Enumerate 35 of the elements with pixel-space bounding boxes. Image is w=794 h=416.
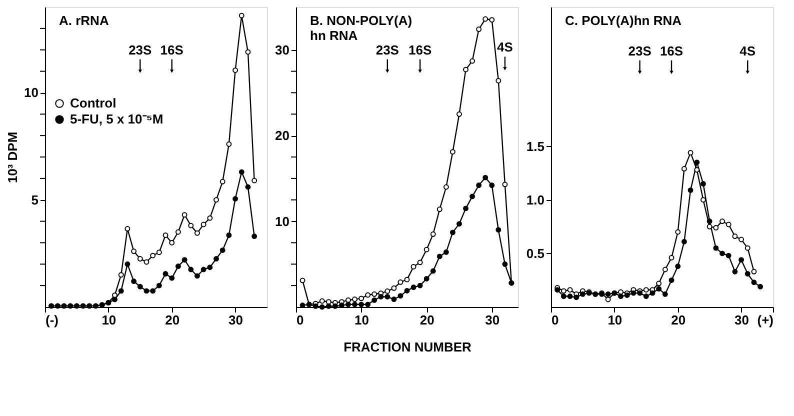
y-axis-title: 10³ DPM — [5, 132, 20, 184]
annotation: 16S — [660, 43, 684, 58]
y-tick-label: 1.5 — [526, 138, 544, 154]
x-tick-label: 0 — [296, 312, 304, 328]
chart-title: C. POLY(A)hn RNA — [565, 13, 682, 28]
x-tick-label: 30 — [228, 312, 244, 328]
x-tick-label: 10 — [354, 312, 370, 328]
x-tick-label: 20 — [165, 312, 180, 328]
annotation: 16S — [160, 42, 184, 58]
chart-title: A. rRNA — [59, 13, 110, 28]
x-tick-label: 30 — [485, 312, 500, 328]
text: B. NON-POLY(A) hn RNA — [310, 13, 412, 43]
y-tick-label: 1.0 — [526, 192, 544, 208]
x-axis-title: FRACTION NUMBER — [344, 340, 472, 354]
annotation: 4S — [496, 40, 514, 55]
x-tick-label: 30 — [734, 312, 750, 328]
y-tick-label: 20 — [275, 128, 290, 144]
legend-label: Control — [70, 96, 116, 110]
annotation: 16S — [408, 42, 432, 58]
y-tick-label: 5 — [31, 192, 38, 208]
y-tick-label: 10 — [275, 214, 290, 229]
legend-label: 5-FU, 5 x 10⁻⁵M — [70, 112, 164, 126]
x-tick-label: 10 — [608, 312, 622, 328]
annotation: 4S — [740, 43, 756, 58]
annotation: 23S — [376, 42, 400, 58]
x-tick-label: (-) — [46, 312, 58, 328]
x-tick-label: 0 — [552, 312, 559, 328]
x-tick-label: 10 — [102, 312, 116, 328]
y-tick-label: 0.5 — [526, 246, 544, 261]
x-tick-label: 20 — [420, 312, 434, 328]
x-tick-label: (+) — [757, 312, 774, 328]
x-tick-label: 20 — [671, 312, 686, 328]
annotation: 23S — [128, 42, 152, 58]
y-tick-label: 30 — [275, 42, 290, 58]
annotation: 23S — [628, 43, 652, 58]
